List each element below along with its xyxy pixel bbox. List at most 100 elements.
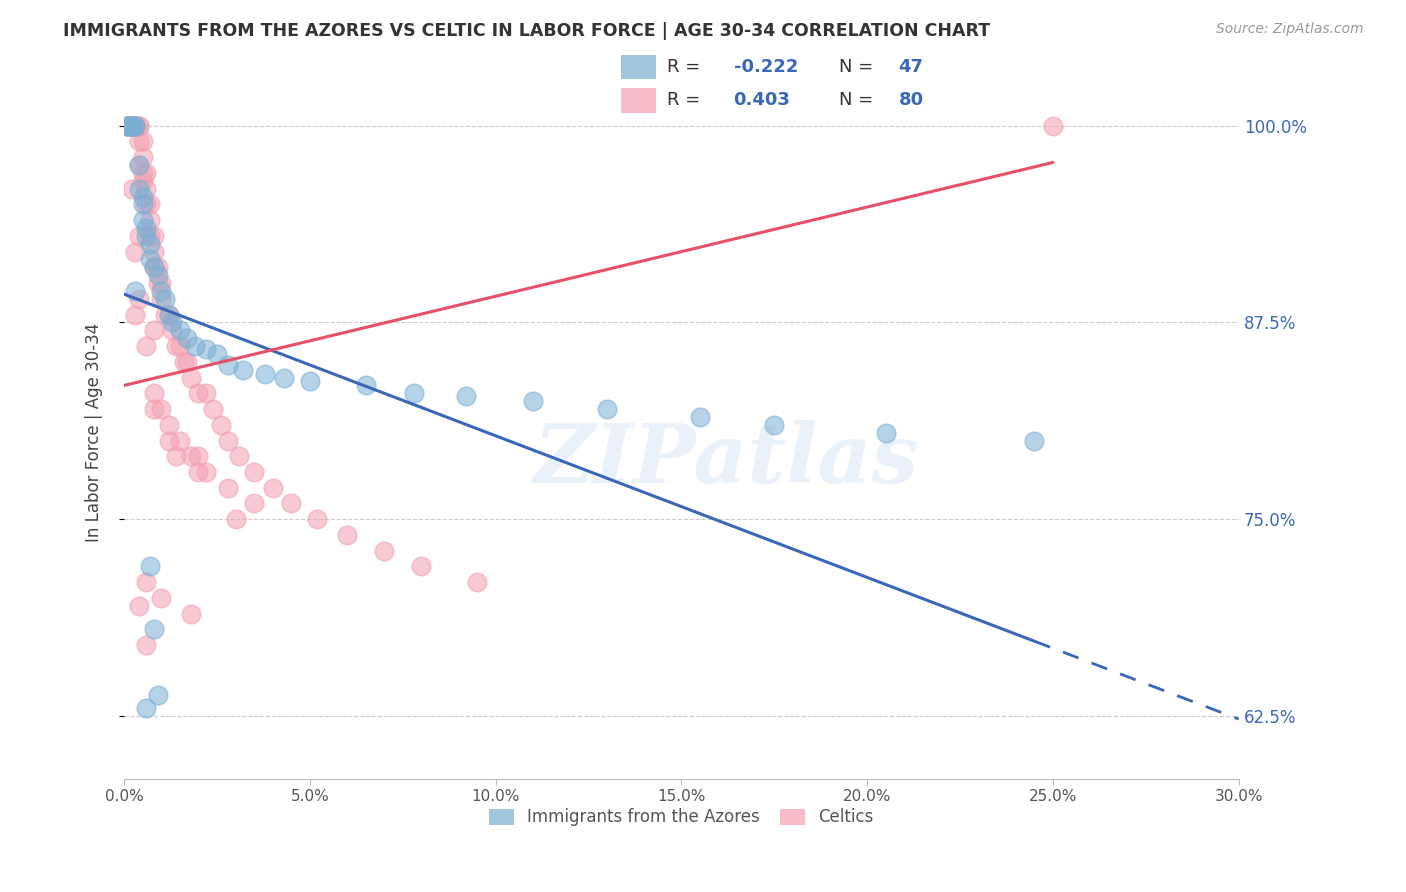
Text: 80: 80 xyxy=(898,91,924,109)
Point xyxy=(165,339,187,353)
Point xyxy=(124,119,146,133)
Point xyxy=(169,323,191,337)
Point xyxy=(135,221,157,235)
Point xyxy=(142,402,165,417)
Point xyxy=(132,189,155,203)
Point xyxy=(596,402,619,417)
Point xyxy=(157,308,180,322)
Point xyxy=(157,417,180,432)
Point xyxy=(121,119,143,133)
Point xyxy=(209,417,232,432)
Point xyxy=(117,119,139,133)
Point xyxy=(146,689,169,703)
Text: 0.403: 0.403 xyxy=(734,91,790,109)
Point xyxy=(132,135,155,149)
Point xyxy=(1024,434,1046,448)
Point xyxy=(194,386,217,401)
Point xyxy=(117,119,139,133)
Point xyxy=(128,292,150,306)
Point xyxy=(132,197,155,211)
Point xyxy=(124,119,146,133)
Point xyxy=(217,358,239,372)
FancyBboxPatch shape xyxy=(620,54,657,79)
Point xyxy=(124,119,146,133)
Point xyxy=(135,575,157,590)
Point xyxy=(117,119,139,133)
Point xyxy=(139,213,162,227)
Point xyxy=(139,228,162,243)
Point xyxy=(187,465,209,479)
Point xyxy=(162,316,184,330)
Point xyxy=(117,119,139,133)
Point xyxy=(153,308,176,322)
Point xyxy=(128,158,150,172)
Point xyxy=(139,252,162,267)
Point xyxy=(243,465,266,479)
Point xyxy=(128,135,150,149)
Point xyxy=(142,260,165,275)
Point xyxy=(135,182,157,196)
Point xyxy=(124,244,146,259)
Point xyxy=(139,559,162,574)
Point xyxy=(180,449,202,463)
Point xyxy=(142,386,165,401)
Point xyxy=(146,268,169,283)
Text: 47: 47 xyxy=(898,58,924,76)
Text: IMMIGRANTS FROM THE AZORES VS CELTIC IN LABOR FORCE | AGE 30-34 CORRELATION CHAR: IMMIGRANTS FROM THE AZORES VS CELTIC IN … xyxy=(63,22,990,40)
Text: N =: N = xyxy=(839,91,879,109)
Text: ZIPatlas: ZIPatlas xyxy=(533,420,918,500)
Point xyxy=(135,339,157,353)
Point xyxy=(150,591,173,605)
Point xyxy=(142,228,165,243)
Point xyxy=(121,182,143,196)
Point xyxy=(135,701,157,715)
Point xyxy=(465,575,488,590)
Point xyxy=(121,119,143,133)
Point xyxy=(121,119,143,133)
Point xyxy=(139,197,162,211)
Point xyxy=(135,166,157,180)
Point xyxy=(128,158,150,172)
Point xyxy=(135,638,157,652)
Point xyxy=(228,449,250,463)
Text: R =: R = xyxy=(668,58,706,76)
Point xyxy=(128,119,150,133)
Point xyxy=(124,308,146,322)
Point xyxy=(411,559,433,574)
Point xyxy=(128,228,150,243)
Point xyxy=(150,276,173,290)
Point xyxy=(132,166,155,180)
Point xyxy=(117,119,139,133)
Point xyxy=(373,543,395,558)
Point xyxy=(117,119,139,133)
Point xyxy=(132,213,155,227)
Point xyxy=(124,119,146,133)
FancyBboxPatch shape xyxy=(620,88,657,113)
Point xyxy=(150,402,173,417)
Point xyxy=(121,119,143,133)
Point xyxy=(176,331,198,345)
Point xyxy=(307,512,329,526)
Point xyxy=(194,465,217,479)
Point xyxy=(121,119,143,133)
Point xyxy=(875,425,897,440)
Point xyxy=(273,370,295,384)
Point xyxy=(128,599,150,613)
Point xyxy=(142,623,165,637)
Point xyxy=(194,342,217,356)
Point xyxy=(183,339,205,353)
Text: -0.222: -0.222 xyxy=(734,58,797,76)
Point xyxy=(225,512,247,526)
Point xyxy=(173,355,195,369)
Point xyxy=(128,182,150,196)
Text: Source: ZipAtlas.com: Source: ZipAtlas.com xyxy=(1216,22,1364,37)
Point xyxy=(454,389,477,403)
Point xyxy=(142,323,165,337)
Text: N =: N = xyxy=(839,58,879,76)
Point xyxy=(157,434,180,448)
Point xyxy=(689,409,711,424)
Point xyxy=(336,528,359,542)
Point xyxy=(1042,119,1064,133)
Point xyxy=(232,362,254,376)
Point xyxy=(243,496,266,510)
